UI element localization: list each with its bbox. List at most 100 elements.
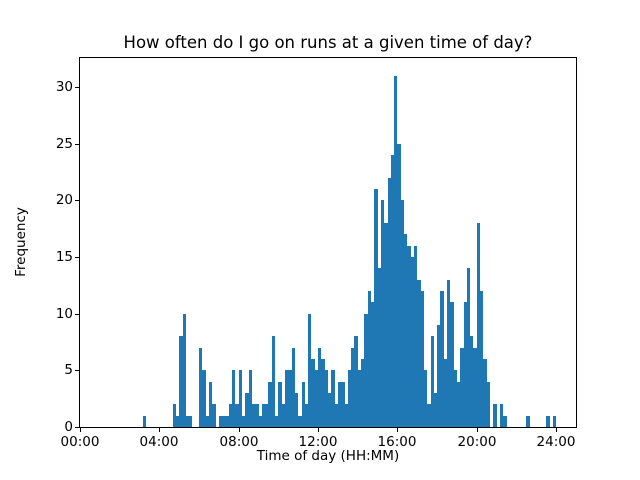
histogram-bar: [259, 416, 262, 427]
y-axis-tick-label: 0: [64, 419, 73, 435]
histogram-bar: [381, 200, 384, 427]
histogram-bar: [470, 336, 473, 427]
histogram-bar: [176, 416, 179, 427]
histogram-bar: [222, 416, 225, 427]
histogram-bar: [252, 404, 255, 427]
histogram-bar: [384, 223, 388, 427]
axes: 00:00 04:00 08:00 12:00 16:00 20:00 24:00 0 5 10 1…: [56, 57, 577, 450]
histogram-bar: [421, 291, 424, 427]
y-axis-tick: [75, 427, 79, 428]
histogram-bar: [212, 404, 216, 427]
histogram-bar: [189, 416, 192, 427]
histogram-bar: [434, 393, 437, 427]
histogram-bar: [483, 359, 487, 427]
x-axis-tick-label: 04:00: [139, 434, 179, 450]
histogram-bar: [345, 404, 348, 427]
histogram-bar: [371, 302, 374, 427]
histogram-bar: [268, 382, 272, 427]
histogram-bar: [404, 234, 407, 427]
y-axis-tick-label: 15: [55, 249, 73, 265]
histogram-bar: [288, 370, 292, 427]
x-axis-tick: [80, 428, 81, 432]
histogram-bar: [503, 416, 507, 427]
histogram-bar: [209, 382, 212, 427]
histogram-bar: [487, 382, 490, 427]
histogram-bar: [394, 76, 397, 427]
histogram-bar: [546, 416, 550, 427]
histogram-bar: [321, 359, 325, 427]
histogram-bar: [480, 291, 483, 427]
y-axis-tick-label: 10: [55, 306, 73, 322]
histogram-bar: [315, 370, 318, 427]
histogram-bar: [358, 370, 361, 427]
histogram-bar: [328, 393, 331, 427]
histogram-bar: [331, 370, 335, 427]
histogram-bar: [202, 370, 206, 427]
histogram-bar: [431, 336, 434, 427]
histogram-bar: [278, 382, 282, 427]
histogram-bar: [143, 416, 146, 427]
x-axis-tick: [556, 428, 557, 432]
histogram-bar: [239, 370, 242, 427]
histogram-bar: [235, 404, 239, 427]
histogram-bar: [219, 416, 222, 427]
histogram-bar: [368, 291, 371, 427]
histogram-bar: [388, 178, 391, 427]
y-axis-tick-label: 5: [64, 362, 73, 378]
x-axis-tick-label: 24:00: [536, 434, 576, 450]
x-axis-tick: [159, 428, 160, 432]
x-axis-tick: [239, 428, 240, 432]
histogram-bar: [285, 370, 288, 427]
histogram-bar: [255, 404, 259, 427]
histogram-bar: [493, 404, 497, 427]
histogram-bar: [298, 416, 302, 427]
histogram-bar: [500, 404, 503, 427]
histogram-bar: [308, 314, 311, 427]
x-axis-label: Time of day (HH:MM): [256, 448, 400, 464]
y-axis-tick: [75, 314, 79, 315]
histogram-bar: [242, 416, 245, 427]
histogram-bar: [249, 370, 252, 427]
histogram-bar: [401, 200, 404, 427]
x-axis-tick: [318, 428, 319, 432]
histogram-bar: [391, 155, 394, 427]
histogram-bar: [305, 404, 308, 427]
histogram-bar: [364, 314, 368, 427]
histogram-bar: [417, 280, 421, 427]
histogram-bar: [407, 246, 411, 427]
plot-area: [80, 58, 576, 427]
histogram-bar: [374, 189, 378, 427]
histogram-bar: [424, 370, 427, 427]
histogram-bar: [473, 348, 477, 427]
histogram-bar: [318, 348, 321, 427]
histogram-bar: [526, 416, 530, 427]
histogram-bar: [295, 393, 298, 427]
y-axis-tick: [75, 257, 79, 258]
histogram-bar: [173, 404, 176, 427]
histogram-bar: [311, 359, 315, 427]
histogram-bar: [232, 370, 235, 427]
plot-title: How often do I go on runs at a given tim…: [123, 33, 533, 52]
histogram-bar: [397, 144, 401, 427]
y-axis-tick-label: 30: [55, 79, 73, 95]
histogram-bar: [411, 257, 414, 427]
histogram-bar: [447, 280, 450, 427]
histogram-bar: [437, 325, 440, 427]
histogram-bar: [348, 370, 351, 427]
histogram-bar: [464, 302, 467, 427]
y-axis-tick-label: 20: [55, 192, 73, 208]
histogram-bar: [325, 370, 328, 427]
histogram-bar: [361, 359, 364, 427]
histogram-bar: [292, 348, 295, 427]
histogram-bar: [427, 404, 431, 427]
histogram-bar: [302, 382, 305, 427]
x-axis-tick-label: 20:00: [457, 434, 497, 450]
histogram-bar: [335, 404, 338, 427]
histogram-bar: [341, 382, 345, 427]
histogram-bar: [282, 404, 285, 427]
histogram-bar: [179, 336, 183, 427]
histogram-bar: [460, 348, 464, 427]
x-axis-tick-label: 00:00: [60, 434, 100, 450]
histogram-bar: [272, 336, 275, 427]
